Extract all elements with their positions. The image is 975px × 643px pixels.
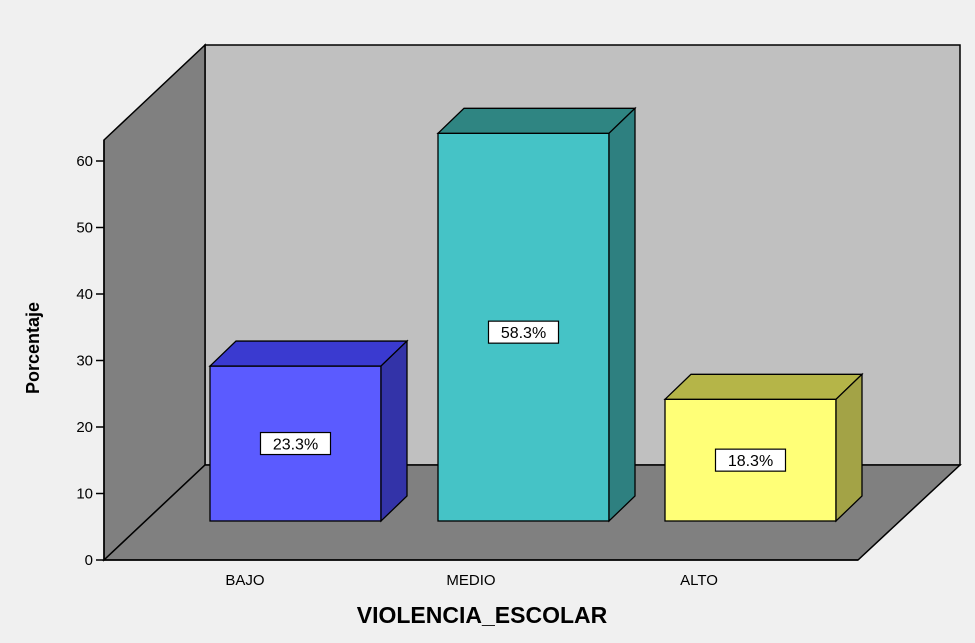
- bar-side: [380, 339, 408, 523]
- data-label-box: [259, 431, 332, 456]
- x-axis: BAJO MEDIO ALTO: [104, 559, 858, 589]
- bar-medio: 58.3%: [436, 106, 637, 523]
- x-tick-label: MEDIO: [446, 572, 495, 589]
- x-axis-title: VIOLENCIA_ESCOLAR: [357, 602, 608, 628]
- bar-side: [835, 372, 863, 523]
- y-tick-label: 30: [76, 353, 93, 370]
- data-label-box: [714, 448, 787, 472]
- y-tick-label: 20: [76, 419, 93, 436]
- y-tick-label: 10: [76, 486, 93, 503]
- y-axis: 0 10 20 30 40 50 60: [76, 140, 105, 569]
- bars: 23.3% 58.3% 18.3%: [208, 106, 864, 523]
- y-axis-title: Porcentaje: [23, 302, 43, 394]
- data-label-box: [487, 320, 560, 344]
- data-label: 18.3%: [728, 453, 773, 470]
- bar-top: [436, 107, 637, 134]
- x-tick-label: BAJO: [225, 572, 264, 589]
- bar-top: [208, 340, 409, 367]
- data-label: 58.3%: [501, 325, 546, 342]
- x-tick-label: ALTO: [680, 572, 718, 589]
- y-tick-label: 60: [76, 153, 93, 170]
- bar-top: [663, 373, 864, 400]
- bar-side: [608, 106, 636, 523]
- bar-alto: 18.3%: [663, 372, 864, 523]
- y-tick-label: 40: [76, 286, 93, 303]
- y-tick-label: 50: [76, 220, 93, 237]
- data-label: 23.3%: [273, 437, 318, 454]
- y-tick-label: 0: [85, 552, 93, 569]
- bar-bajo: 23.3%: [208, 339, 409, 523]
